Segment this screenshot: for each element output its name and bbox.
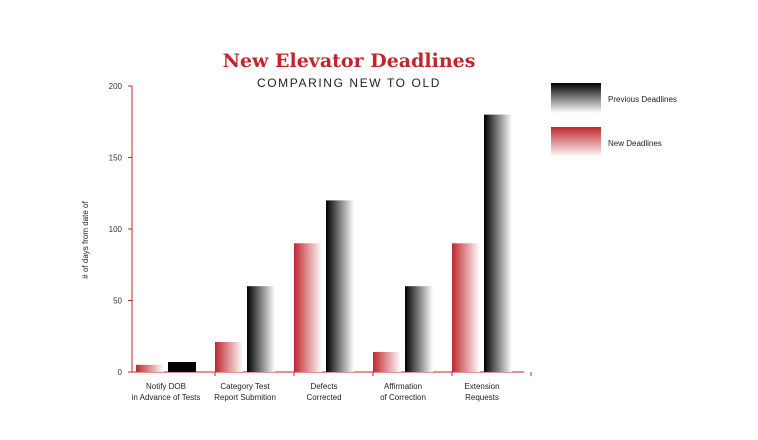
bar — [452, 243, 480, 372]
bar — [294, 243, 322, 372]
y-axis-label: # of days from date of — [81, 201, 90, 279]
legend-swatch — [551, 83, 601, 113]
chart-title: New Elevator Deadlines — [223, 50, 476, 72]
y-tick-label: 150 — [109, 154, 123, 163]
legend-label: Previous Deadlines — [608, 95, 677, 104]
y-tick-label: 200 — [109, 82, 123, 91]
category-label: Affirmation of Correction — [380, 382, 426, 402]
bar — [484, 114, 512, 372]
category-label: Defects Corrected — [306, 382, 341, 402]
bar — [215, 341, 243, 372]
legend: Previous Deadlines New Deadlines — [551, 83, 677, 157]
bar — [373, 351, 401, 372]
legend-label: New Deadlines — [608, 139, 662, 148]
bar — [136, 364, 164, 372]
category-label: Category Test Report Submition — [214, 382, 276, 402]
y-tick-label: 100 — [109, 225, 123, 234]
chart-subtitle: COMPARING NEW TO OLD — [257, 76, 441, 90]
bars — [136, 114, 512, 372]
bar — [247, 286, 275, 372]
bar — [168, 361, 196, 372]
category-label: Notify DOB in Advance of Tests — [132, 382, 201, 402]
y-tick-label: 0 — [118, 368, 123, 377]
category-labels: Notify DOB in Advance of Tests Category Te… — [132, 382, 500, 402]
y-tick-label: 50 — [113, 297, 122, 306]
bar — [326, 200, 354, 372]
legend-swatch — [551, 127, 601, 157]
category-label: Extension Requests — [464, 382, 499, 402]
bar — [405, 286, 433, 372]
